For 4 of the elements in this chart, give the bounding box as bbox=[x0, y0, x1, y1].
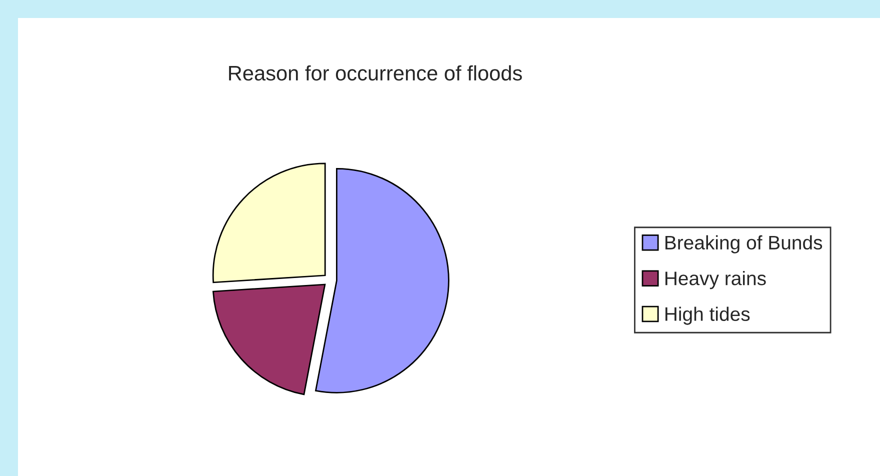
legend-label: Breaking of Bunds bbox=[665, 235, 822, 254]
legend-label: Heavy rains bbox=[665, 270, 766, 290]
legend-label: High tides bbox=[665, 306, 750, 325]
chart-title: Reason for occurrence of floods bbox=[229, 65, 522, 81]
